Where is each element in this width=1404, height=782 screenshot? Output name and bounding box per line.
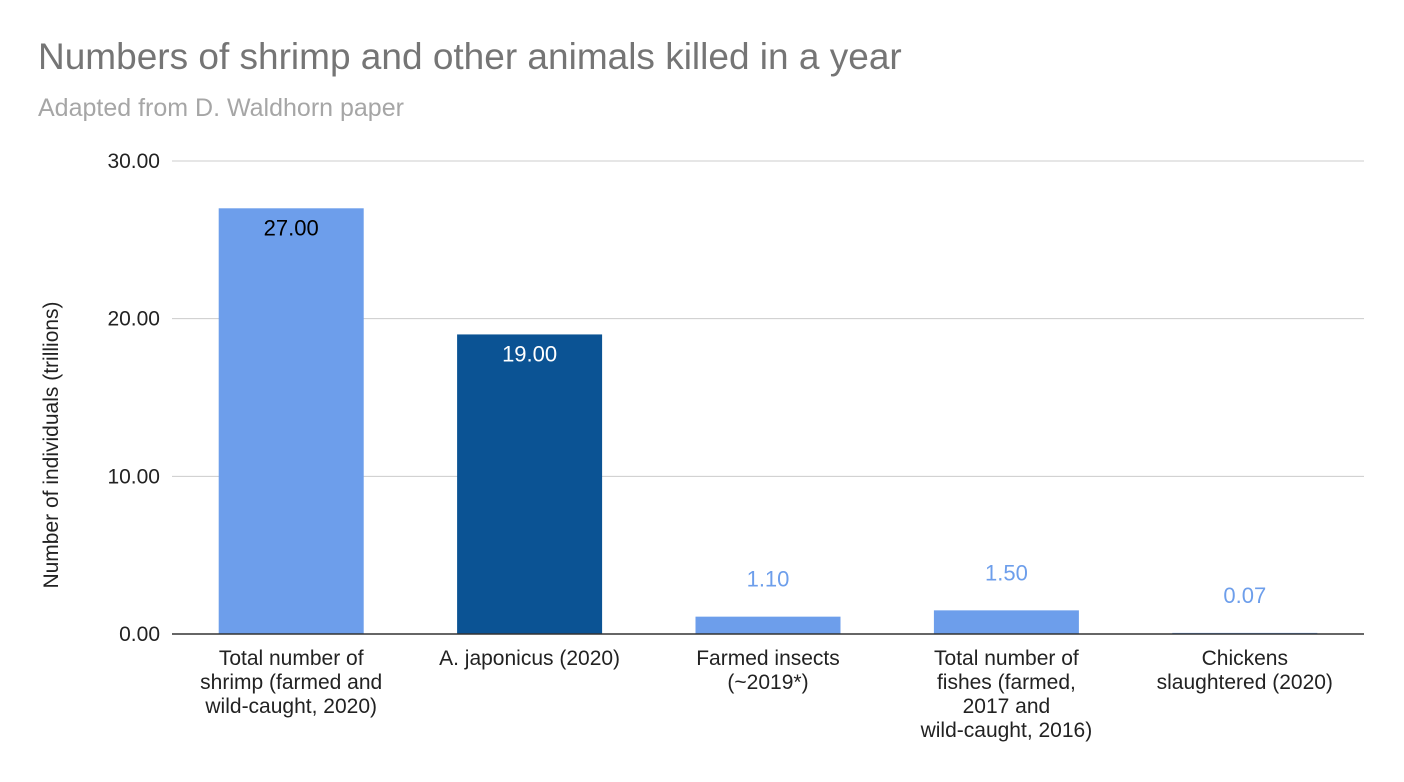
y-axis-ticks: 0.00 10.00 20.00 30.00 [107,150,160,646]
x-category-label: Farmed insects (~2019*) [696,647,840,694]
x-category-label: Total number of fishes (farmed, 2017 and wi… [920,647,1093,742]
bar [695,616,841,634]
data-labels: 27.00 19.00 1.10 1.50 0.07 [264,215,1267,608]
bar [218,208,364,635]
data-label: 0.07 [1223,583,1266,608]
bar [933,610,1079,634]
chart-title: Numbers of shrimp and other animals kill… [38,36,902,77]
y-axis-label: Number of individuals (trillions) [40,301,63,588]
y-tick-label: 30.00 [107,150,160,173]
x-axis-categories: Total number of shrimp (farmed and wild-ca… [200,647,1333,742]
y-tick-label: 10.00 [107,465,160,488]
x-category-label: A. japonicus (2020) [439,647,620,670]
data-label: 1.10 [747,567,790,592]
chart-subtitle: Adapted from D. Waldhorn paper [38,94,404,122]
bar [457,334,603,634]
grid-lines [172,160,1364,477]
y-tick-label: 20.00 [107,308,160,331]
x-category-label: Chickens slaughtered (2020) [1157,647,1333,694]
x-category-label: Total number of shrimp (farmed and wild-ca… [200,647,382,718]
data-label: 1.50 [985,560,1028,585]
bars [218,208,1318,635]
data-label: 27.00 [264,215,319,240]
data-label: 19.00 [502,341,557,366]
y-tick-label: 0.00 [119,623,160,646]
